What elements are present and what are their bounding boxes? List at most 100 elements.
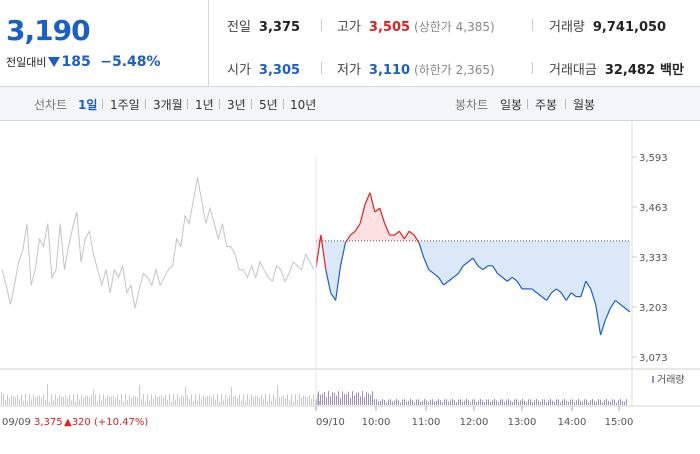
volume-bar <box>582 401 583 405</box>
upper-limit: (상한가 4,385) <box>414 20 495 34</box>
volume-bar <box>1 392 2 405</box>
volume-bar <box>446 399 447 405</box>
volume-bar <box>105 398 106 405</box>
volume-bar <box>606 399 607 405</box>
volume-bar <box>498 402 499 405</box>
volume-bar <box>49 401 50 405</box>
volume-bar <box>566 400 567 405</box>
tab-10-years[interactable]: 10년 <box>290 98 317 112</box>
tab-1-week[interactable]: 1주일 <box>110 98 140 112</box>
tab-5-years[interactable]: 5년 <box>259 98 278 112</box>
volume-bar <box>352 391 353 405</box>
volume-bar <box>205 397 206 405</box>
volume-bar <box>299 394 300 405</box>
volume-bar <box>251 394 252 405</box>
volume-bar <box>436 400 437 405</box>
divider <box>219 99 220 109</box>
today-line-segment <box>344 234 351 244</box>
today-line-segment <box>516 280 523 290</box>
volume-bar <box>546 402 547 405</box>
tab-3-years[interactable]: 3년 <box>227 98 246 112</box>
volume-bar <box>117 394 118 405</box>
change-line: 전일대비 185 −5.48% <box>6 54 161 70</box>
volume-bar <box>334 392 335 405</box>
volume-bar <box>562 400 563 405</box>
today-line-segment <box>609 300 616 309</box>
today-line-segment <box>364 192 371 205</box>
volume-bar <box>528 399 529 405</box>
tab-1-year[interactable]: 1년 <box>195 98 214 112</box>
volume-bar <box>293 401 294 405</box>
volume-bar <box>402 399 403 405</box>
volume-bar <box>462 401 463 405</box>
volume-bar <box>596 401 597 405</box>
today-line-segment <box>492 265 499 274</box>
volume-bar <box>506 400 507 405</box>
volume-bar <box>53 400 54 405</box>
volume-bar <box>386 402 387 405</box>
volume-bar <box>400 402 401 405</box>
volume-bar <box>71 400 72 405</box>
volume-bar <box>305 396 306 405</box>
volume-bar <box>181 395 182 405</box>
volume-bar <box>249 399 250 405</box>
volume-bar <box>221 394 222 405</box>
volume-bar <box>19 398 20 405</box>
volume-bar <box>261 394 262 405</box>
x-tick-label: 09/10 <box>316 417 345 428</box>
volume-bar <box>558 399 559 405</box>
volume-bar <box>460 399 461 405</box>
volume-legend-label: 거래량 <box>657 374 685 386</box>
volume-bar <box>173 394 174 405</box>
tab-1-day[interactable]: 1일 <box>78 98 98 112</box>
today-line-segment <box>536 292 543 298</box>
today-line-segment <box>354 223 361 232</box>
volume-bar <box>378 401 379 405</box>
divider <box>251 99 252 109</box>
tab-3-months[interactable]: 3개월 <box>153 98 183 112</box>
volume-bar <box>320 394 321 405</box>
volume-bar <box>616 402 617 405</box>
volume-bar <box>342 391 343 405</box>
today-line-segment <box>384 223 391 236</box>
volume-bar <box>63 396 64 405</box>
tab-weekly-candle[interactable]: 주봉 <box>535 98 558 112</box>
volume-bar <box>500 399 501 405</box>
price-summary: 3,190 전일대비 185 −5.48% <box>0 0 209 86</box>
volume-bar <box>297 399 298 405</box>
volume-bar <box>368 393 369 405</box>
volume-bar <box>514 399 515 405</box>
today-line-segment <box>379 207 386 224</box>
volume-bar <box>396 399 397 405</box>
stat-value: 3,375 <box>258 20 301 35</box>
volume-bar <box>127 399 128 405</box>
volume-bar <box>594 400 595 405</box>
volume-bar <box>175 400 176 405</box>
volume-bar <box>149 400 150 405</box>
tab-daily-candle[interactable]: 일봉 <box>500 98 523 112</box>
volume-bar <box>97 401 98 405</box>
x-axis: 09/10 10:00 11:00 12:00 13:00 14:00 15:00 <box>315 157 633 428</box>
volume-bar <box>584 399 585 405</box>
volume-bar <box>392 401 393 405</box>
tab-monthly-candle[interactable]: 월봉 <box>573 98 596 112</box>
volume-bar <box>257 396 258 405</box>
today-line-segment <box>339 242 347 266</box>
volume-bar <box>332 392 333 405</box>
volume-bar <box>245 401 246 405</box>
today-line-segment <box>374 207 381 213</box>
volume-bar <box>9 398 10 405</box>
volume-bar <box>59 395 60 405</box>
volume-bar <box>287 394 288 405</box>
volume-legend-swatch <box>652 376 654 383</box>
volume-bar <box>430 399 431 405</box>
volume-bar <box>165 394 166 405</box>
volume-bar <box>281 396 282 405</box>
volume-bar <box>129 394 130 405</box>
volume-bar <box>518 402 519 405</box>
volume-bar <box>490 402 491 405</box>
today-line-segment <box>320 234 327 270</box>
volume-bar <box>295 394 296 405</box>
volume-bar <box>115 398 116 405</box>
chart-svg: 3,593 3,463 3,333 3,203 3,073 거래량 09/10 10:00… <box>0 121 700 450</box>
